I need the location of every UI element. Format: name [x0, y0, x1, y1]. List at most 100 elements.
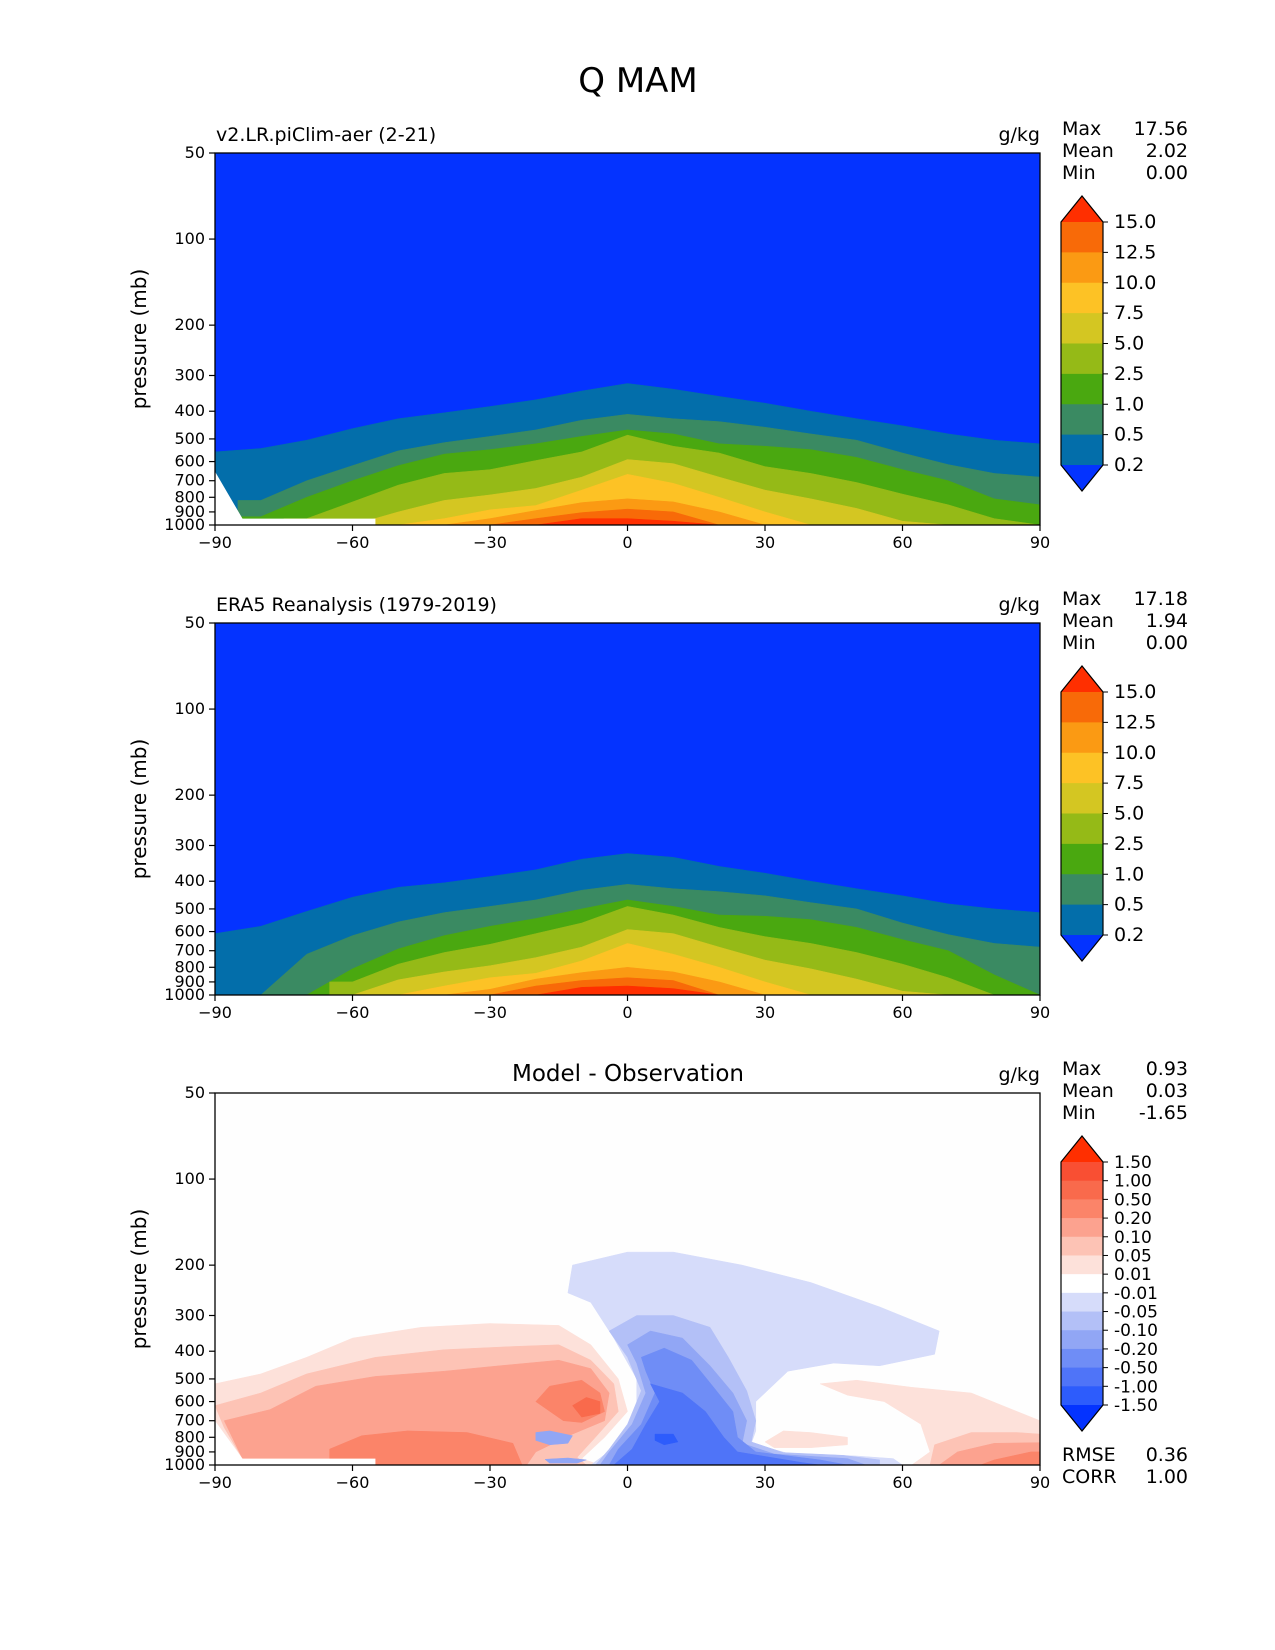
- anomaly-region-10: [764, 1430, 848, 1448]
- colorbar-extend-max: [1061, 1136, 1103, 1162]
- y-tick-label: 100: [174, 1169, 205, 1188]
- colorbar-label: -0.10: [1114, 1321, 1158, 1341]
- y-tick-label: 700: [174, 471, 205, 490]
- colorbar-segment: [1061, 843, 1103, 875]
- colorbar-label: 7.5: [1114, 772, 1144, 794]
- panel-difference-ylabel: pressure (mb): [127, 1209, 151, 1350]
- panel-difference: Model - Observation g/kg pressure (mb) M…: [127, 1058, 1188, 1492]
- stat-max-label: Max: [1062, 1058, 1101, 1080]
- panel-difference-stats: Max 0.93 Mean 0.03 Min -1.65 RMSE 0.36 C…: [1062, 1058, 1188, 1488]
- panel-observation-plot: [214, 623, 1041, 996]
- panel-difference-colorbar: -1.50-1.00-0.50-0.20-0.10-0.05-0.010.010…: [1060, 1135, 1158, 1432]
- colorbar-segment: [1061, 1236, 1103, 1257]
- panel-observation-left-label: ERA5 Reanalysis (1979-2019): [216, 594, 497, 616]
- x-tick-label: 90: [1030, 533, 1050, 552]
- colorbar-label: -0.01: [1114, 1284, 1158, 1304]
- colorbar-segment: [1061, 1367, 1103, 1387]
- x-tick-label: −60: [336, 1473, 370, 1492]
- y-tick-label: 1000: [164, 515, 205, 534]
- y-tick-label: 50: [185, 1083, 205, 1102]
- panel-difference-plot: [214, 1093, 1041, 1466]
- colorbar-segment: [1061, 1311, 1103, 1331]
- panel-observation-units: g/kg: [998, 594, 1040, 616]
- colorbar-segment: [1061, 434, 1103, 466]
- colorbar-label: 12.5: [1114, 711, 1156, 733]
- stat-rmse-value: 0.36: [1146, 1444, 1188, 1466]
- y-tick-label: 1000: [164, 985, 205, 1004]
- panel-model-colorbar: 0.2 0.5 1.0 2.5 5.0 7.5 10.0 12.5 15.0: [1060, 195, 1156, 492]
- figure-title: Q MAM: [578, 61, 698, 101]
- panel-model-stats: Max 17.56 Mean 2.02 Min 0.00: [1062, 118, 1188, 184]
- y-tick-label: 600: [174, 922, 205, 941]
- y-tick-label: 400: [174, 401, 205, 420]
- x-tick-label: −90: [198, 533, 232, 552]
- y-tick-label: 800: [174, 487, 205, 506]
- stat-max-label: Max: [1062, 118, 1101, 140]
- y-tick-label: 50: [185, 613, 205, 632]
- colorbar-label: 1.00: [1114, 1172, 1152, 1192]
- x-tick-label: −30: [473, 533, 507, 552]
- colorbar-label: 2.5: [1114, 833, 1144, 855]
- y-tick-label: 100: [174, 699, 205, 718]
- stat-max-value: 17.18: [1134, 588, 1188, 610]
- colorbar-segment: [1061, 252, 1103, 284]
- colorbar-segment: [1061, 404, 1103, 436]
- stat-mean-value: 1.94: [1146, 610, 1188, 632]
- y-tick-label: 50: [185, 143, 205, 162]
- colorbar-label: 0.5: [1114, 894, 1144, 916]
- x-tick-label: 60: [892, 533, 912, 552]
- colorbar-label: 15.0: [1114, 681, 1156, 703]
- x-tick-label: −30: [473, 1473, 507, 1492]
- stat-mean-value: 2.02: [1146, 140, 1188, 162]
- panel-model-ylabel: pressure (mb): [127, 269, 151, 410]
- colorbar-label: -1.50: [1114, 1396, 1158, 1416]
- colorbar-label: 2.5: [1114, 363, 1144, 385]
- panel-difference-x-axis: −90 −60 −30 0 30 60 90: [198, 1465, 1050, 1492]
- y-tick-label: 900: [174, 502, 205, 521]
- panel-model-x-axis: −90 −60 −30 0 30 60 90: [198, 525, 1050, 552]
- y-tick-label: 500: [174, 899, 205, 918]
- x-tick-label: 0: [622, 533, 632, 552]
- colorbar-segment: [1061, 874, 1103, 906]
- y-tick-label: 300: [174, 835, 205, 854]
- colorbar-segment: [1061, 1274, 1103, 1294]
- colorbar-extend-min: [1061, 1405, 1103, 1431]
- colorbar-label: 0.2: [1114, 924, 1144, 946]
- y-tick-label: 700: [174, 941, 205, 960]
- y-tick-label: 1000: [164, 1455, 205, 1474]
- colorbar-label: -0.20: [1114, 1340, 1158, 1360]
- stat-min-value: 0.00: [1146, 162, 1188, 184]
- colorbar-label: 0.50: [1114, 1190, 1152, 1210]
- colorbar-segment: [1061, 1218, 1103, 1238]
- panel-model: v2.LR.piClim-aer (2-21) g/kg pressure (m…: [127, 118, 1188, 552]
- x-tick-label: −90: [198, 1473, 232, 1492]
- anomaly-region-16: [654, 1433, 679, 1446]
- colorbar-segment: [1061, 313, 1103, 345]
- x-tick-label: 90: [1030, 1473, 1050, 1492]
- x-tick-label: −60: [336, 1003, 370, 1022]
- colorbar-segment: [1061, 1199, 1103, 1219]
- panel-observation: ERA5 Reanalysis (1979-2019) g/kg pressur…: [127, 588, 1188, 1022]
- colorbar-segment: [1061, 783, 1103, 815]
- colorbar-segment: [1061, 222, 1103, 253]
- panel-difference-title: Model - Observation: [512, 1061, 744, 1087]
- colorbar-segment: [1061, 722, 1103, 754]
- stat-corr-value: 1.00: [1146, 1466, 1188, 1488]
- colorbar-segment: [1061, 282, 1103, 314]
- colorbar-extend-min: [1061, 935, 1103, 961]
- panel-model-units: g/kg: [998, 124, 1040, 146]
- stat-mean-label: Mean: [1062, 140, 1114, 162]
- stat-corr-label: CORR: [1062, 1466, 1117, 1488]
- x-tick-label: 30: [755, 1473, 775, 1492]
- panel-observation-ylabel: pressure (mb): [127, 739, 151, 880]
- colorbar-label: 1.50: [1114, 1153, 1152, 1173]
- colorbar-segment: [1061, 1180, 1103, 1200]
- colorbar-segment: [1061, 752, 1103, 784]
- y-tick-label: 500: [174, 429, 205, 448]
- x-tick-label: 60: [892, 1003, 912, 1022]
- stat-min-value: 0.00: [1146, 632, 1188, 654]
- colorbar-label: 10.0: [1114, 742, 1156, 764]
- stat-min-label: Min: [1062, 162, 1096, 184]
- colorbar-segment: [1061, 373, 1103, 405]
